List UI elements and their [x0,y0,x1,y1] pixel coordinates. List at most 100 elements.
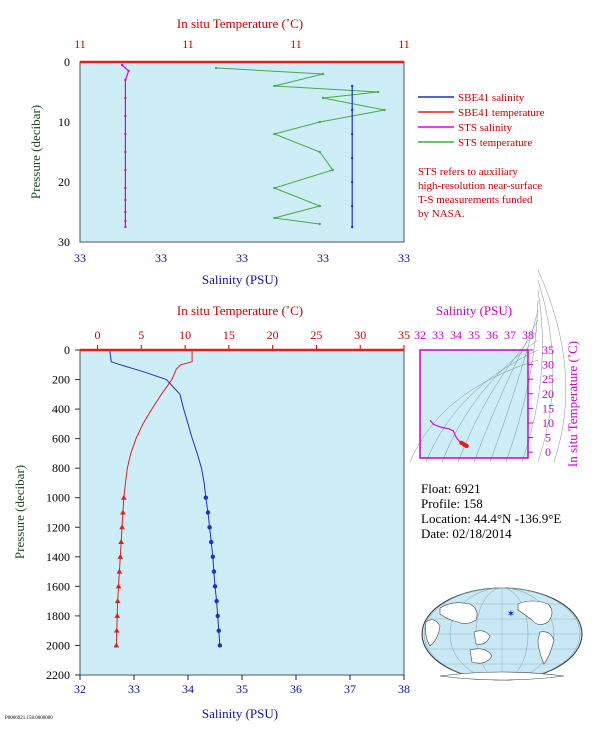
ts-temperature-tick-label: 10 [542,416,554,430]
salinity-point [209,539,214,545]
profile-date: Date: 02/18/2014 [421,526,512,541]
land-maritime-asia [473,630,491,645]
legend-label: SBE41 salinity [458,92,525,104]
temp-tick-label: 15 [223,328,235,342]
pressure-tick-label: 0 [64,343,70,357]
float-id: Float: 6921 [421,481,481,496]
series-point [318,150,321,154]
density-contour [537,279,554,463]
temperature-point [115,583,122,589]
land-antarctica [439,671,565,681]
top-panel-salinity-tick: 33 [74,251,86,265]
temperature-point [117,553,124,559]
series-point [350,180,354,184]
ts-temperature-tick-label: 35 [542,343,554,357]
salinity-tick-label: 33 [128,682,140,696]
legend-label: SBE41 temperature [458,107,545,119]
series-point [124,225,127,229]
top-panel-pressure-tick: 10 [58,115,70,129]
land-north-america [517,600,553,625]
series-point [350,108,354,112]
ts-point [464,443,469,449]
series-point [124,186,127,190]
density-contour [425,349,539,463]
series-point [350,132,354,136]
salinity-point [214,598,219,604]
series-point [120,63,124,67]
temperature-line [115,350,193,646]
ts-salinity-tick-label: 35 [468,328,480,342]
pressure-tick-label: 200 [52,373,70,387]
density-contour [441,339,539,463]
ts-salinity-tick-label: 38 [522,328,534,342]
series-point [273,186,276,190]
temp-tick-label: 25 [310,328,322,342]
series-point [124,114,127,118]
series-point [124,96,127,100]
series-point [127,69,130,73]
ts-temperature-tick-label: 5 [545,431,551,445]
ts-salinity-tick-label: 37 [504,328,516,342]
top-panel-salinity-tick: 33 [398,251,410,265]
ts-salinity-axis-title: Salinity (PSU) [436,303,512,318]
series-point [273,84,276,88]
ts-temperature-tick-label: 25 [542,372,554,386]
near-surface-legend: SBE41 salinity SBE41 temperature STS sal… [418,92,545,149]
profile-pressure-axis-title: Pressure (decibar) [12,465,27,559]
pressure-tick-label: 1800 [46,609,70,623]
salinity-point [207,525,212,530]
profile-series [109,349,223,648]
ts-salinity-ticks: 32 33 34 35 36 37 38 [414,328,534,342]
series-point [214,66,218,70]
sts-note: STS refers to auxiliary high-resolution … [418,166,542,220]
series-point [124,219,127,223]
temperature-point [119,524,125,530]
profile-salinity-ticks: 32 33 34 35 36 37 38 [74,675,410,696]
salinity-point [215,613,220,619]
pressure-tick-label: 400 [52,402,70,416]
ts-temperature-tick-label: 15 [542,401,554,415]
series-point [318,222,321,226]
series-point [273,216,276,220]
pressure-tick-label: 1600 [46,579,70,593]
density-contour [473,319,539,463]
salinity-point [216,628,221,633]
top-panel-temp-tick: 11 [398,37,410,51]
near-surface-series [120,63,386,229]
profile-plot-area [80,350,404,675]
temp-tick-label: 20 [267,328,279,342]
temperature-point [113,627,120,633]
land-asia [439,602,478,624]
top-panel-pressure-tick: 0 [64,55,70,69]
series-point [124,210,127,214]
legend-label: STS temperature [458,137,532,149]
profile-temp-ticks: 0 5 10 15 20 25 30 35 [95,328,410,350]
top-panel-pressure-axis-title: Pressure (decibar) [28,105,43,199]
series-point [124,78,127,82]
world-map: ✶ [421,587,583,681]
temperature-point [120,494,127,500]
land-south-america [537,631,555,665]
pressure-tick-label: 1000 [46,491,70,505]
temperature-point [118,539,124,545]
series-point [318,120,321,124]
series-point [124,198,127,202]
near-surface-plot-area [80,62,404,242]
salinity-point [211,569,217,574]
density-contour [409,359,539,463]
temperature-point [114,598,121,604]
ts-diagram-panel: Salinity (PSU) 32 33 34 35 36 37 38 0510152025… [409,269,580,467]
series-point [350,204,354,208]
salinity-tick-label: 36 [290,682,302,696]
salinity-tick-label: 32 [74,682,86,696]
pressure-tick-label: 800 [52,461,70,475]
salinity-line [109,349,221,646]
series-point [124,168,127,172]
temp-tick-label: 10 [179,328,191,342]
ts-salinity-tick-label: 33 [432,328,444,342]
ts-temperature-tick-label: 20 [542,387,554,401]
temp-tick-label: 35 [398,328,410,342]
pressure-tick-label: 1200 [46,520,70,534]
float-location: Location: 44.4°N -136.9°E [421,511,561,526]
temp-tick-label: 5 [138,328,144,342]
